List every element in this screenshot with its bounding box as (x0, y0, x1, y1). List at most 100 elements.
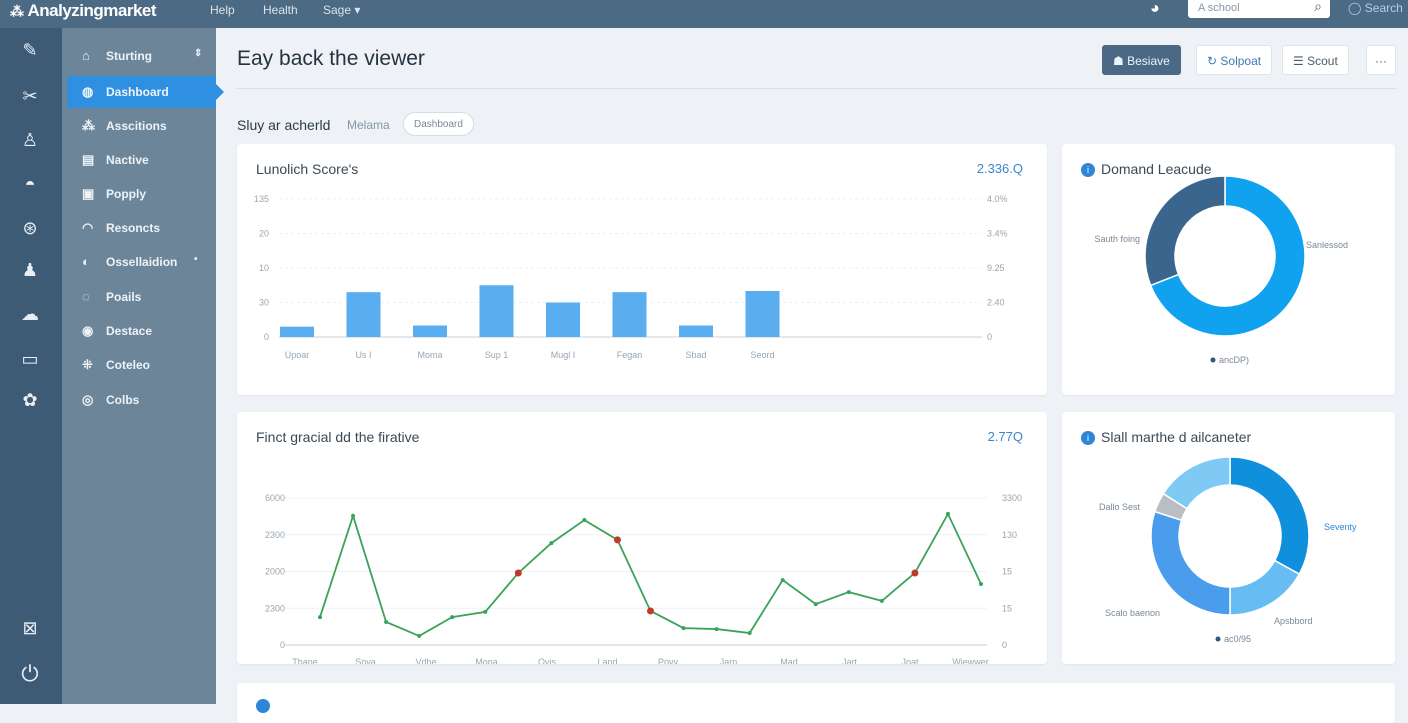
bar (679, 325, 713, 337)
data-point (979, 581, 983, 586)
x-tick: Sup 1 (485, 350, 509, 360)
line-chart-card: Finct gracial dd the firative 2.77Q 0 0 23… (237, 412, 1047, 664)
sidebar-item-8[interactable]: ◉ Destace (62, 315, 216, 347)
info-icon: i (1081, 431, 1095, 445)
network-icon[interactable]: ⊛ (22, 218, 38, 238)
y-tick-right: 0 (1002, 640, 1007, 650)
main-content: Eay back the viewer ☗ Besiave ↻ Solpoat … (216, 28, 1408, 723)
nav-health[interactable]: Health (263, 3, 298, 17)
donut-slice (1149, 175, 1306, 337)
nav-help[interactable]: Help (210, 3, 235, 17)
settings-icon[interactable]: ✿ (22, 390, 38, 410)
x-tick: Fegan (617, 350, 643, 360)
y-tick-left: 20 (259, 229, 269, 239)
more-button[interactable]: ··· (1366, 45, 1396, 75)
slice-label: Sauth foing (1094, 234, 1140, 244)
y-tick-left: 2000 (265, 567, 285, 577)
legend-marker (1215, 636, 1221, 642)
data-point (813, 602, 818, 607)
y-tick-right: 130 (1002, 530, 1017, 540)
section-title: Sluy ar acherld (237, 117, 331, 133)
y-tick-right: 15 (1002, 603, 1012, 613)
donut-chart-1: Sanlessod Sauth foing ancDP) (1094, 175, 1348, 365)
y-tick-left: 0 (280, 640, 285, 650)
sidebar-item-label: Nactive (106, 153, 149, 167)
brand[interactable]: ⁂ Analyzingmarket (10, 1, 157, 21)
info-icon: i (1081, 163, 1095, 177)
line-chart-value: 2.77Q (987, 429, 1023, 444)
sidebar-item-3[interactable]: ▤ Nactive (62, 144, 216, 176)
data-point (879, 598, 884, 603)
top-bar: ⁂ Analyzingmarket Help Health Sage ▾ ◕ A … (0, 0, 1408, 28)
donut-2-title-text: Slall marthe d ailcaneter (1101, 429, 1252, 445)
scout-button[interactable]: ☰ Scout (1282, 45, 1349, 75)
sidebar: ⌂ Sturting ⇕ ◍ Dashboard ⁂ Asscitions ▤ Nactive ▣… (62, 28, 224, 704)
search-input[interactable]: A school ⌕ (1188, 0, 1330, 18)
series-line (319, 511, 982, 637)
nav-sage[interactable]: Sage ▾ (323, 3, 361, 17)
tools-icon[interactable]: ✂ (22, 86, 38, 106)
data-point (714, 627, 719, 632)
x-tick: Sbad (685, 350, 706, 360)
search-link[interactable]: ◯ Search (1348, 1, 1403, 15)
primary-button[interactable]: ☗ Besiave (1102, 45, 1181, 75)
data-point (945, 511, 950, 516)
chevron-icon: ⇕ (194, 48, 203, 59)
sidebar-item-2[interactable]: ⁂ Asscitions (62, 110, 216, 142)
cloud-icon[interactable]: ☁ (21, 304, 39, 324)
profile-icon[interactable]: ♟ (21, 260, 39, 280)
donut-2-title: i Slall marthe d ailcaneter (1081, 429, 1251, 445)
bar (280, 326, 314, 337)
power-icon[interactable]: ⏻ (21, 661, 39, 686)
folder-icon[interactable]: ▭ (21, 349, 39, 369)
data-point (318, 615, 322, 620)
sidebar-item-1[interactable]: ◍ Dashboard (67, 76, 224, 108)
user-icon[interactable]: ♙ (21, 130, 39, 150)
refresh-button[interactable]: ↻ Solpoat (1196, 45, 1273, 75)
highlight-marker (514, 569, 522, 577)
search-icon[interactable]: ⌕ (1314, 0, 1322, 14)
sidebar-item-0[interactable]: ⌂ Sturting ⇕ (62, 40, 216, 72)
sidebar-item-7[interactable]: ◌ Poails (62, 281, 216, 313)
x-tick: Povy (658, 657, 679, 664)
bar (745, 291, 780, 337)
dashboard-chip[interactable]: Dashboard (403, 112, 474, 136)
y-tick-left: 6000 (265, 493, 285, 503)
user-icon[interactable]: ◕ (1150, 0, 1160, 17)
data-point (417, 633, 422, 638)
line-chart-title: Finct gracial dd the firative (256, 429, 420, 445)
x-tick: Upoar (285, 350, 310, 360)
chevron-icon: • (194, 254, 198, 265)
slice-label: Dallo Sest (1099, 502, 1141, 512)
globe-icon[interactable]: ◓ (24, 174, 36, 194)
sidebar-item-9[interactable]: ⁜ Coteleo (62, 349, 216, 381)
sidebar-item-4[interactable]: ▣ Popply (62, 178, 216, 210)
y-tick-right: 0 (987, 332, 992, 342)
bar (346, 292, 381, 337)
icon-rail: ✎ ✂ ♙ ◓ ⊛ ♟ ☁ ▭ ✿ ⊠ ⏻ (0, 28, 62, 704)
sidebar-item-10[interactable]: ◎ Colbs (62, 384, 216, 416)
x-tick: Mad (780, 657, 798, 664)
y-tick-left: 10 (259, 263, 269, 273)
slice-label: Apsbbord (1274, 616, 1313, 626)
y-tick-left: 0 (264, 332, 269, 342)
expand-icon[interactable]: ⊠ (22, 618, 38, 638)
highlight-marker (647, 607, 654, 615)
donut-card-2: i Slall marthe d ailcaneter Seventy Apsbbo… (1062, 412, 1395, 664)
data-point (549, 541, 554, 546)
x-tick: Jarn (720, 657, 738, 664)
x-tick: Thane (292, 657, 318, 664)
edit-icon[interactable]: ✎ (22, 40, 38, 60)
highlight-marker (911, 569, 919, 577)
data-point (483, 609, 488, 614)
data-point (450, 615, 455, 620)
bar (612, 292, 647, 337)
scout-button-label: Scout (1307, 54, 1338, 68)
sidebar-item-6[interactable]: ◐ Ossellaidion • (62, 246, 216, 278)
data-point (780, 578, 785, 583)
sidebar-item-5[interactable]: ◠ Resoncts (62, 212, 216, 244)
line-chart: 0 0 2300 15 2000 15 2300 130 6000 3300 Thane Sova Vd… (265, 493, 1022, 664)
bar-chart: 0 0 30 2.40 10 9.25 20 3.4% 135 4.0% Upoar Us I Moma… (254, 194, 1008, 360)
sidebar-item-label: Asscitions (106, 119, 167, 133)
y-tick-right: 3300 (1002, 493, 1022, 503)
